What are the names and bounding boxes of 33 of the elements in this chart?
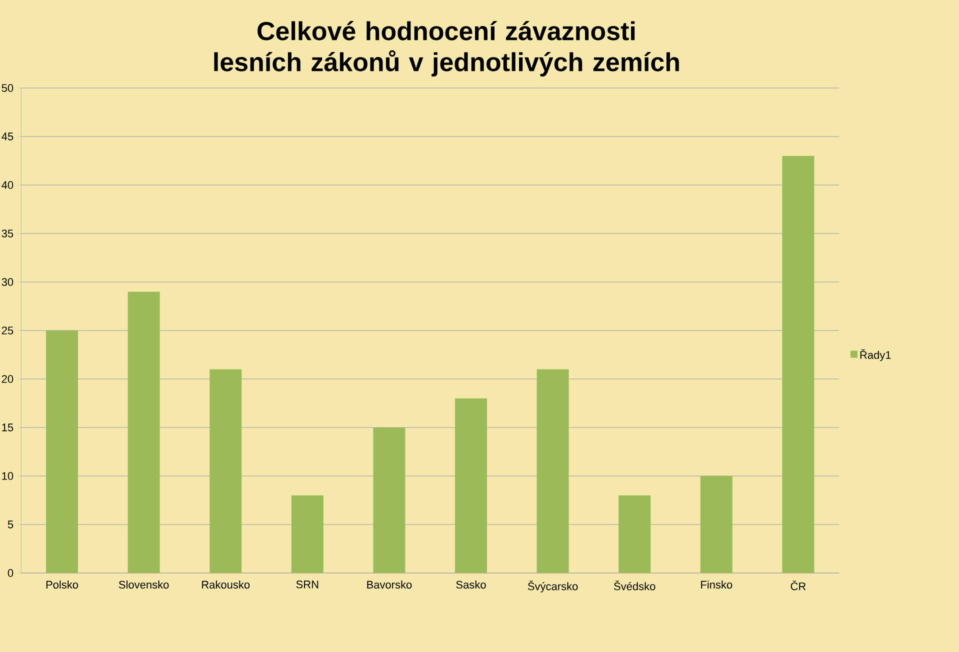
y-tick-label: 45 (2, 132, 14, 140)
bar (210, 369, 242, 573)
bar (618, 495, 651, 573)
x-tick-label: Švédsko (614, 580, 656, 590)
x-tick-label: Sasko (456, 580, 486, 589)
y-tick-label: 15 (2, 424, 14, 432)
x-tick-label: Rakousko (202, 580, 250, 589)
y-tick-label: 5 (8, 520, 14, 528)
bar (700, 476, 732, 573)
bar (46, 330, 78, 573)
y-tick-label: 0 (8, 569, 14, 577)
x-tick-label: Polsko (46, 580, 78, 589)
x-tick-label: ČR (790, 580, 806, 590)
bar (128, 292, 160, 573)
legend-label: Řady1 (860, 349, 891, 362)
x-tick-label: Slovensko (118, 580, 169, 589)
y-tick-label: 20 (2, 375, 14, 383)
chart-title: Celkové hodnocení závaznosti lesních zákonů v jednotlivých zemích (214, 20, 679, 76)
bar (782, 156, 814, 573)
y-tick-label: 25 (2, 326, 14, 334)
x-tick-label: SRN (296, 580, 318, 588)
y-tick-label: 35 (2, 230, 14, 238)
y-tick-label: 40 (2, 181, 14, 189)
y-tick-label: 30 (2, 278, 14, 286)
x-tick-label: Švýcarsko (528, 580, 578, 592)
bar (536, 369, 569, 573)
bar (373, 427, 406, 573)
y-tick-label: 10 (2, 472, 14, 480)
x-tick-label: Bavorsko (367, 580, 412, 589)
bar (291, 495, 324, 573)
y-tick-label: 50 (2, 84, 14, 92)
bar (455, 398, 487, 573)
x-tick-label: Finsko (701, 580, 732, 589)
